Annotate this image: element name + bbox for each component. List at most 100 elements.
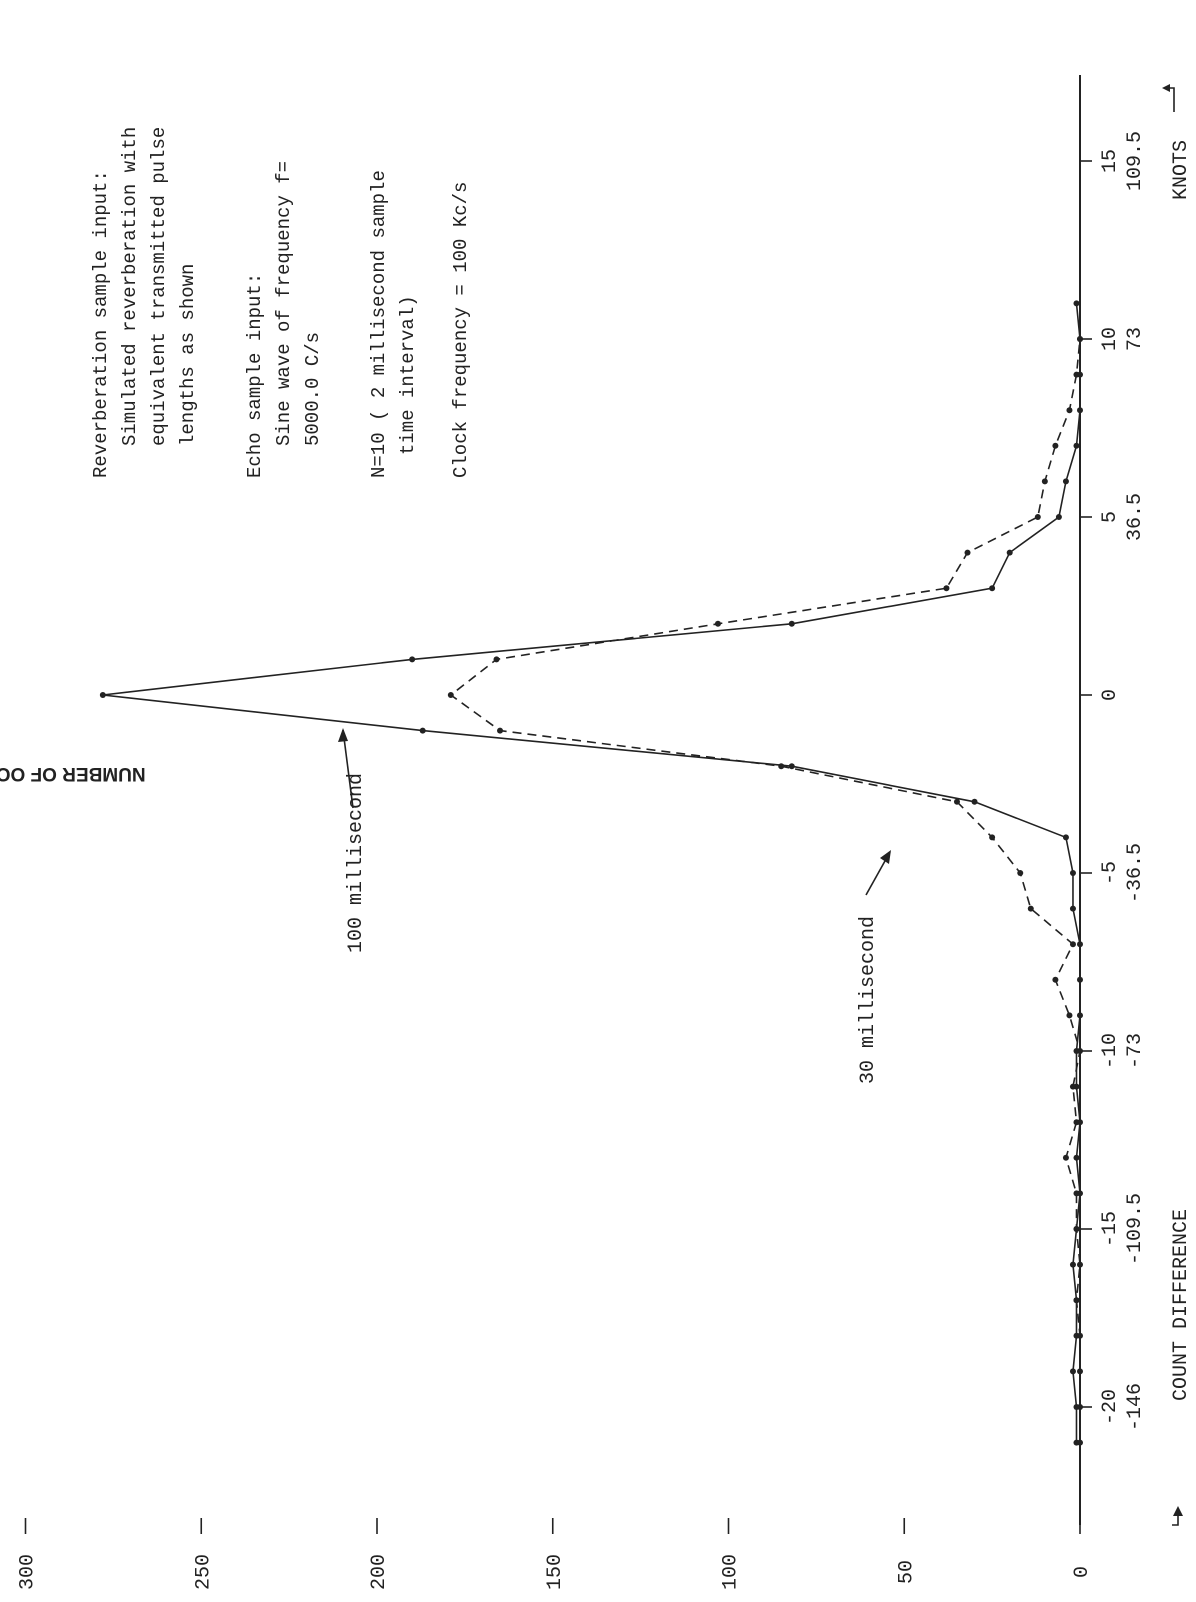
knot-tick-label: -73	[1124, 1033, 1147, 1069]
note-clock-frequency: Clock frequency = 100 Kc/s	[450, 182, 472, 478]
x-axis-secondary-label: KNOTS	[1170, 140, 1193, 200]
point-100ms	[1077, 407, 1083, 414]
x-tick-label: 0	[1099, 689, 1122, 701]
point-30ms	[1069, 1083, 1076, 1090]
y-tick-label: 150	[544, 1554, 567, 1590]
y-ticks: 0 50 100 150 200 250 300	[17, 1518, 1094, 1590]
point-30ms	[1077, 1261, 1083, 1268]
arrowhead-count-left	[1173, 1506, 1183, 1516]
x-tick-label: 10	[1099, 327, 1122, 351]
x-tick-label: -5	[1099, 861, 1122, 885]
y-tick-label: 100	[720, 1554, 743, 1590]
point-30ms	[497, 727, 504, 734]
point-100ms	[989, 585, 996, 592]
knot-tick-label: 36.5	[1124, 493, 1147, 541]
point-30ms	[1052, 976, 1059, 983]
knot-tick-label: -109.5	[1124, 1193, 1147, 1265]
point-100ms	[788, 763, 795, 770]
point-30ms	[1077, 1368, 1083, 1375]
point-30ms	[1066, 1012, 1073, 1019]
point-30ms	[943, 585, 950, 592]
point-100ms	[1006, 549, 1013, 556]
point-30ms	[1073, 1190, 1080, 1197]
note-echo-line2: 5000.0 C/s	[302, 332, 324, 446]
knot-tick-label: 73	[1124, 327, 1147, 351]
point-30ms	[714, 620, 721, 627]
point-30ms	[1041, 478, 1048, 485]
note-sampling-line1: N=10 ( 2 millisecond sample	[368, 170, 390, 478]
note-reverberation-line2: equivalent transmitted pulse	[148, 127, 170, 446]
point-100ms	[1073, 1154, 1080, 1161]
point-100ms	[1055, 514, 1062, 520]
point-30ms	[989, 834, 996, 841]
series-label-100ms: 100 millisecond	[345, 773, 368, 953]
point-100ms	[1069, 1261, 1076, 1268]
note-reverberation-line1: Simulated reverberation with	[119, 127, 141, 446]
series-line-30ms	[449, 338, 1081, 1443]
point-100ms	[1077, 976, 1083, 983]
x-ticks: -20 -146 -15 -109.5 -10 -73 -5 -36.5 0 5 36.5 10 73 1…	[1080, 131, 1147, 1431]
x-tick-label: 15	[1099, 149, 1122, 173]
point-30ms	[1077, 1048, 1083, 1054]
knot-tick-label: -146	[1124, 1383, 1147, 1431]
point-100ms	[1069, 905, 1076, 912]
note-reverberation-line3: lengths as shown	[177, 264, 199, 446]
point-30ms	[1027, 905, 1034, 912]
point-100ms	[971, 798, 978, 805]
point-30ms	[1077, 1332, 1083, 1339]
arrow-100ms	[342, 729, 354, 809]
point-30ms	[1069, 941, 1076, 948]
point-30ms	[1077, 1439, 1083, 1446]
point-30ms	[1073, 1119, 1080, 1126]
point-100ms	[1077, 1012, 1083, 1019]
point-100ms	[99, 692, 106, 698]
annotation-arrows	[338, 84, 1183, 1526]
x-tick-label: -20	[1099, 1389, 1122, 1425]
series-layer	[99, 300, 1083, 1446]
x-tick-label: 5	[1099, 511, 1122, 523]
note-echo-line1: Sine wave of frequency f=	[273, 161, 295, 446]
note-reverberation-title: Reverberation sample input:	[90, 170, 112, 478]
point-30ms	[447, 692, 454, 698]
point-30ms	[1073, 1226, 1080, 1232]
point-100ms	[419, 727, 426, 734]
x-tick-label: -15	[1099, 1211, 1122, 1247]
point-30ms	[1073, 1297, 1080, 1304]
point-30ms	[1062, 1154, 1069, 1161]
y-tick-label: 0	[1071, 1566, 1094, 1578]
point-30ms	[778, 763, 785, 770]
x-axis-label: COUNT DIFFERENCE	[1170, 1209, 1193, 1401]
point-100ms	[1069, 870, 1076, 876]
point-30ms	[1073, 371, 1080, 378]
note-echo-title: Echo sample input:	[244, 273, 266, 478]
knot-tick-label: -36.5	[1124, 843, 1147, 903]
point-100ms	[1062, 834, 1069, 841]
arrowhead-30ms	[880, 850, 891, 864]
arrowhead-knots-right	[1162, 84, 1170, 92]
point-100ms	[1062, 478, 1069, 485]
point-100ms	[1077, 941, 1083, 948]
knot-tick-label: 109.5	[1124, 131, 1147, 191]
arrowhead-100ms	[338, 728, 348, 742]
point-100ms	[1073, 442, 1080, 449]
point-30ms	[1077, 336, 1083, 342]
point-30ms	[1034, 514, 1041, 520]
point-100ms	[788, 620, 795, 627]
point-100ms	[1073, 300, 1080, 307]
note-sampling-line2: time interval)	[397, 295, 419, 455]
point-30ms	[1052, 442, 1059, 449]
point-100ms	[1069, 1368, 1076, 1375]
point-30ms	[1066, 407, 1073, 414]
point-30ms	[1017, 870, 1024, 876]
point-100ms	[409, 656, 416, 663]
y-axis-label: NUMBER OF OCCURRENCES	[0, 763, 146, 784]
y-tick-label: 250	[192, 1554, 215, 1590]
point-30ms	[964, 549, 971, 556]
x-tick-label: -10	[1099, 1033, 1122, 1069]
series-label-30ms: 30 millisecond	[857, 916, 880, 1084]
y-tick-label: 300	[17, 1554, 40, 1590]
labels: COUNT DIFFERENCE KNOTS NUMBER OF OCCURRE…	[0, 127, 1193, 1401]
point-30ms	[1077, 1404, 1083, 1410]
point-30ms	[493, 656, 500, 663]
